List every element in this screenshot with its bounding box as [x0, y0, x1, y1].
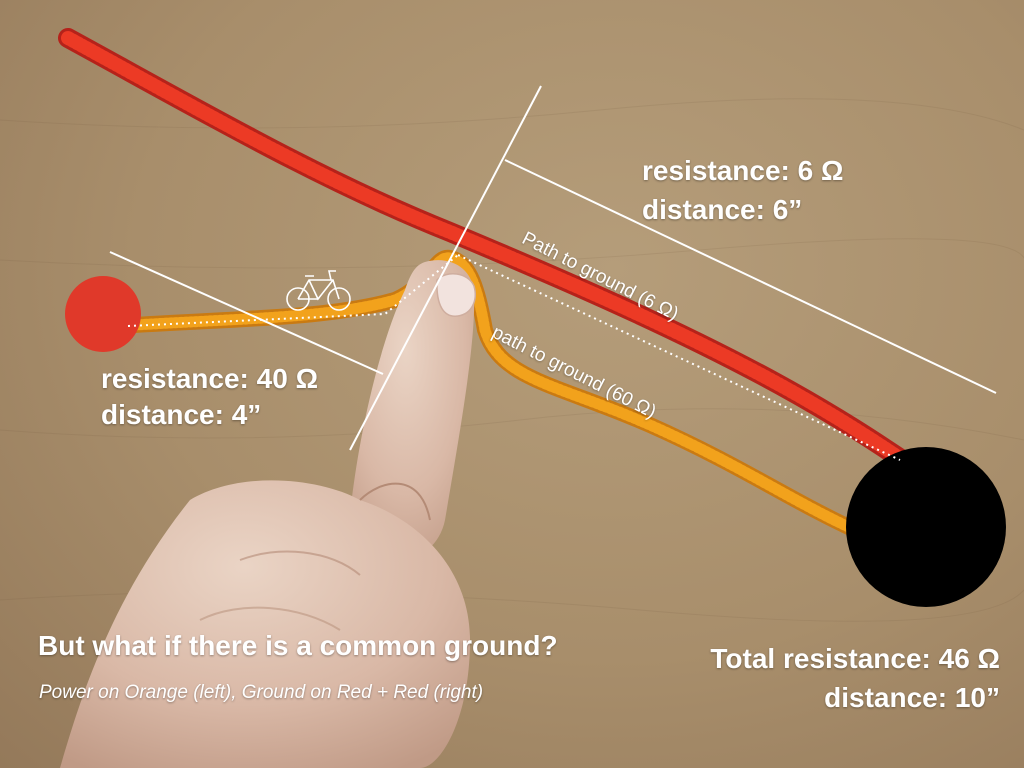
red-measure-line	[504, 159, 997, 394]
red-resistance-label: resistance: 6 Ω	[642, 155, 844, 186]
total-distance-label: distance: 10”	[824, 682, 1000, 713]
orange-path-trace	[127, 254, 459, 327]
orange-resistance-label: resistance: 40 Ω	[101, 363, 319, 394]
red-distance-label: distance: 6”	[642, 194, 803, 225]
orange-wire	[127, 249, 863, 538]
divider-line	[349, 85, 542, 451]
bicycle-icon	[286, 270, 351, 311]
caption-subtitle: Power on Orange (left), Ground on Red + …	[39, 682, 484, 703]
orange-measure-line	[109, 251, 384, 375]
ground-dot	[846, 447, 1006, 607]
path-trace-lines	[127, 254, 901, 461]
power-dot	[65, 276, 141, 352]
measurement-lines	[109, 85, 997, 451]
pointing-hand	[60, 260, 476, 768]
orange-distance-label: distance: 4”	[101, 399, 262, 430]
red-wire	[58, 28, 920, 475]
caption-title: But what if there is a common ground?	[38, 630, 558, 661]
total-resistance-label: Total resistance: 46 Ω	[710, 643, 1000, 674]
